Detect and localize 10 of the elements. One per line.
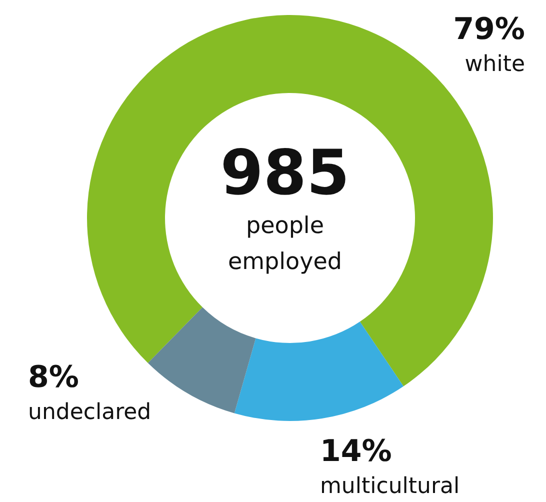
text: 985 [219, 136, 351, 209]
data-label: 14% [320, 433, 393, 471]
slice-label: multicultural [320, 473, 460, 501]
data-label: 8% [28, 359, 80, 397]
donut-slice [148, 307, 256, 414]
data-label: 79% [453, 11, 525, 49]
slice-label: white [464, 51, 525, 79]
donut-slice [234, 322, 404, 421]
text: people employed [227, 212, 343, 277]
slice-label: undeclared [28, 399, 152, 427]
